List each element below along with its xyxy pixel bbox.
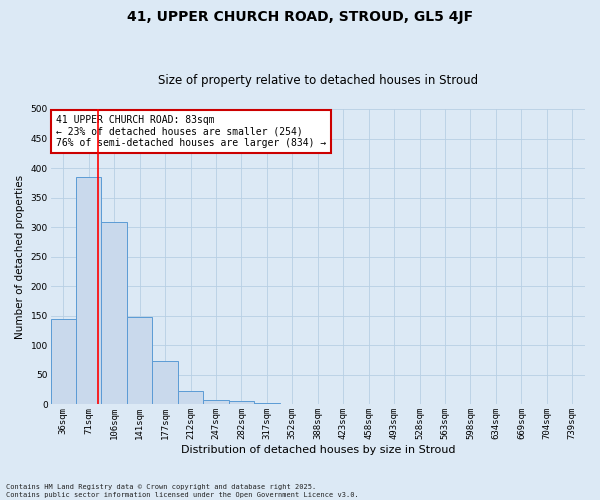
Bar: [254, 403, 280, 404]
Title: Size of property relative to detached houses in Stroud: Size of property relative to detached ho…: [158, 74, 478, 87]
Text: 41, UPPER CHURCH ROAD, STROUD, GL5 4JF: 41, UPPER CHURCH ROAD, STROUD, GL5 4JF: [127, 10, 473, 24]
Bar: [203, 400, 229, 404]
Y-axis label: Number of detached properties: Number of detached properties: [15, 174, 25, 339]
Bar: [152, 362, 178, 405]
Bar: [50, 318, 76, 404]
Bar: [127, 317, 152, 404]
Text: Contains HM Land Registry data © Crown copyright and database right 2025.
Contai: Contains HM Land Registry data © Crown c…: [6, 484, 359, 498]
Bar: [101, 222, 127, 404]
Bar: [76, 177, 101, 404]
X-axis label: Distribution of detached houses by size in Stroud: Distribution of detached houses by size …: [181, 445, 455, 455]
Bar: [229, 402, 254, 404]
Text: 41 UPPER CHURCH ROAD: 83sqm
← 23% of detached houses are smaller (254)
76% of se: 41 UPPER CHURCH ROAD: 83sqm ← 23% of det…: [56, 115, 326, 148]
Bar: [178, 392, 203, 404]
